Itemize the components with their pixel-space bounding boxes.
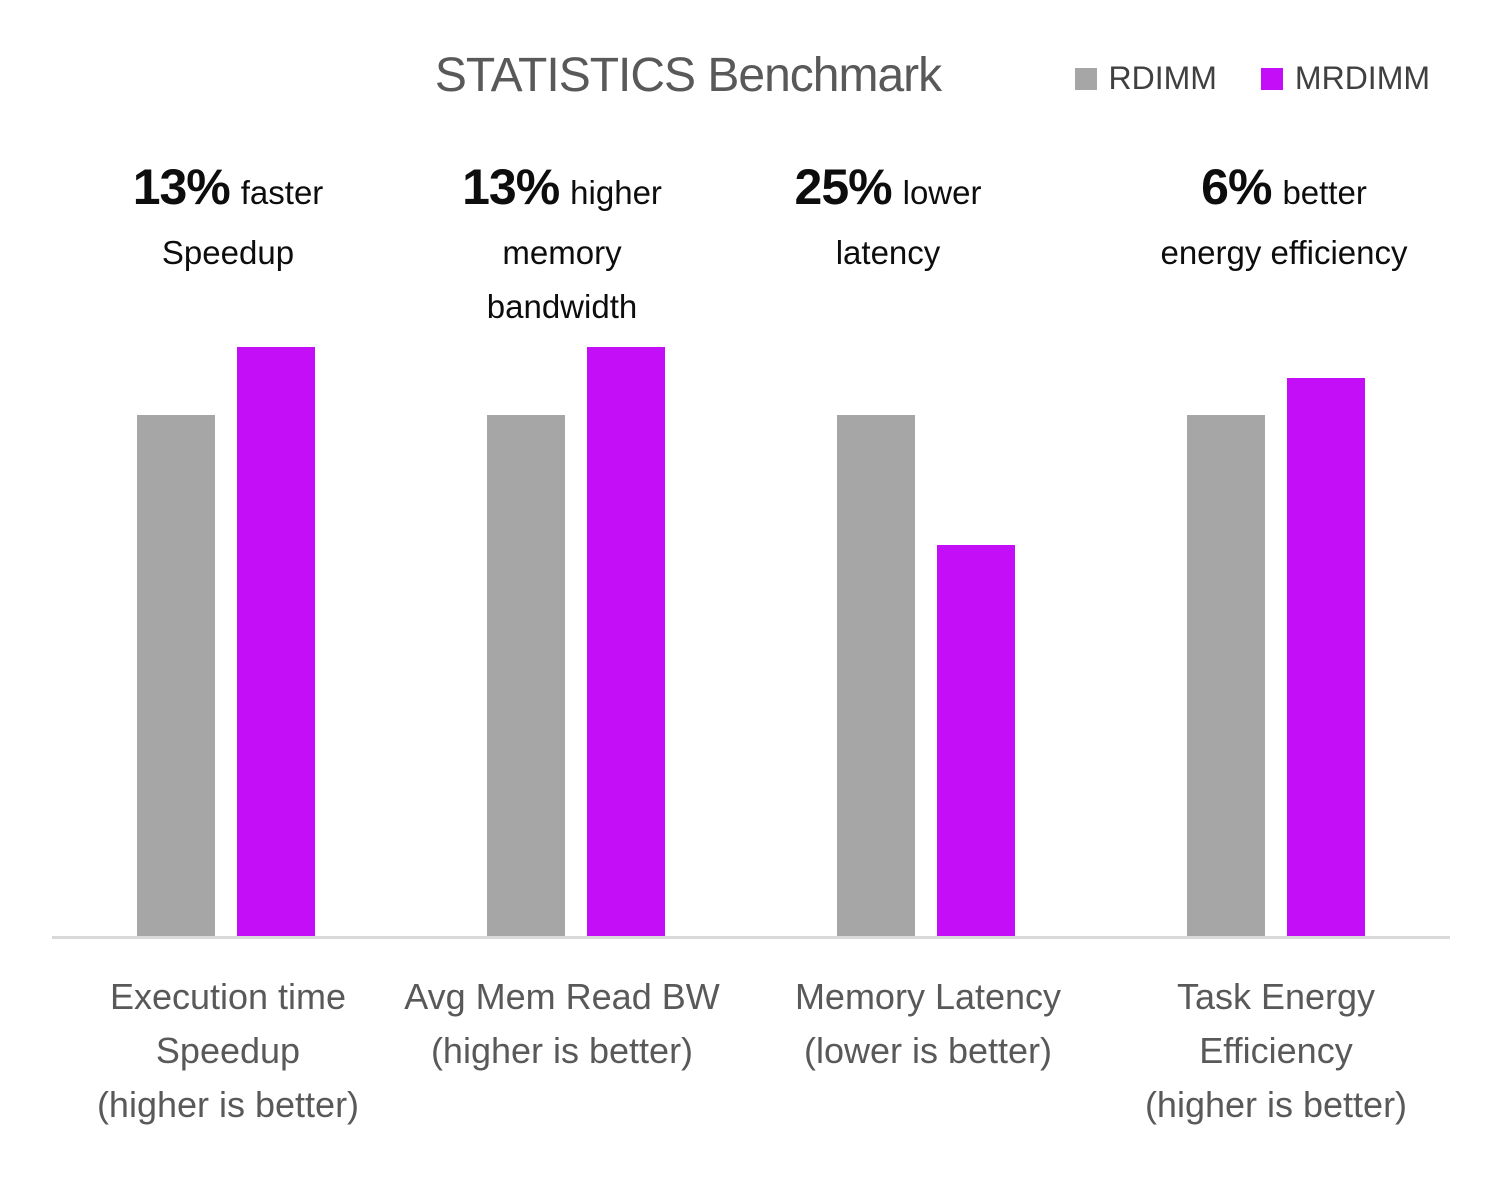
annotation-speedup-line1: 13% faster — [28, 158, 428, 216]
annotation-energy-line1: 6% better — [1084, 158, 1484, 216]
legend-item-mrdimm: MRDIMM — [1260, 60, 1430, 97]
annotation-bandwidth: 13% higher memory bandwidth — [362, 158, 762, 334]
chart-title: STATISTICS Benchmark — [434, 49, 942, 102]
annotation-energy-pct: 6% — [1201, 159, 1272, 215]
x-label-execution-speedup: Execution time Speedup (higher is better… — [96, 976, 360, 1125]
annotation-bandwidth-qualifier: higher — [570, 174, 662, 211]
legend-label-mrdimm: MRDIMM — [1294, 60, 1430, 96]
bar-mrdimm-energy-efficiency — [1287, 378, 1365, 937]
bar-group-execution-speedup — [137, 287, 315, 937]
bar-rdimm-energy-efficiency — [1187, 415, 1265, 937]
annotation-latency-qualifier: lower — [902, 174, 982, 211]
x-label-mem-read-bw: Avg Mem Read BW (higher is better) — [404, 976, 720, 1071]
legend: RDIMM MRDIMM — [1074, 60, 1430, 97]
annotation-latency: 25% lower latency — [688, 158, 1088, 280]
annotation-bandwidth-line1: 13% higher — [362, 158, 762, 216]
mrdimm-swatch-icon — [1260, 67, 1283, 90]
annotation-bandwidth-pct: 13% — [462, 159, 560, 215]
annotation-speedup-qualifier: faster — [240, 174, 324, 211]
annotation-bandwidth-rest: memory bandwidth — [486, 234, 638, 325]
legend-label-rdimm: RDIMM — [1108, 60, 1217, 96]
annotation-latency-rest: latency — [835, 234, 941, 271]
annotation-latency-line1: 25% lower — [688, 158, 1088, 216]
bar-group-mem-read-bw — [487, 287, 665, 937]
bar-group-energy-efficiency — [1187, 287, 1365, 937]
annotation-latency-pct: 25% — [794, 159, 893, 215]
bar-rdimm-memory-latency — [837, 415, 915, 937]
annotation-speedup-pct: 13% — [132, 159, 231, 215]
x-label-energy-efficiency: Task Energy Efficiency (higher is better… — [1144, 976, 1408, 1125]
annotation-energy: 6% better energy efficiency — [1084, 158, 1484, 280]
x-axis-line — [52, 936, 1450, 939]
annotation-energy-rest: energy efficiency — [1160, 234, 1408, 271]
bar-rdimm-mem-read-bw — [487, 415, 565, 937]
bar-mrdimm-memory-latency — [937, 545, 1015, 937]
annotation-speedup-rest: Speedup — [161, 234, 295, 271]
annotation-speedup: 13% faster Speedup — [28, 158, 428, 280]
bar-rdimm-execution-speedup — [137, 415, 215, 937]
legend-item-rdimm: RDIMM — [1074, 60, 1217, 97]
annotation-energy-qualifier: better — [1282, 174, 1367, 211]
x-label-memory-latency: Memory Latency (lower is better) — [794, 976, 1062, 1071]
bar-mrdimm-mem-read-bw — [587, 347, 665, 937]
bar-mrdimm-execution-speedup — [237, 347, 315, 937]
bar-group-memory-latency — [837, 287, 1015, 937]
rdimm-swatch-icon — [1074, 67, 1097, 90]
